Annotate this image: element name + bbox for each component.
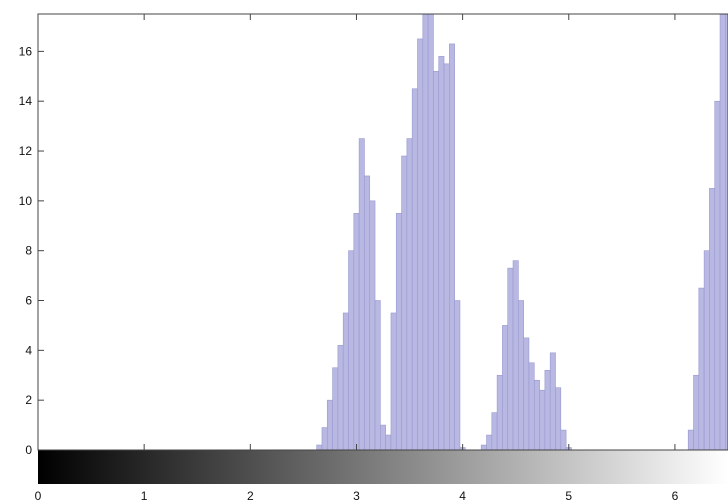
histogram-bar-39	[523, 337, 530, 451]
histogram-bar-7	[353, 213, 360, 451]
histogram-bar-0	[316, 444, 323, 451]
axes-frame	[37, 13, 728, 451]
histogram-bar-33	[491, 412, 498, 451]
x-tick-label-2: 2	[247, 489, 254, 503]
histogram-bar-36	[507, 267, 514, 451]
histogram-bar-22	[433, 71, 440, 451]
x-tick-label-6: 6	[672, 489, 679, 503]
y-tick-label-8: 16	[19, 44, 33, 58]
histogram-bar-5	[342, 312, 349, 451]
histogram-bar-2	[326, 399, 333, 451]
histogram-bar-44	[549, 352, 556, 451]
histogram-bar-26	[454, 300, 461, 451]
histogram-bar-25	[449, 43, 455, 451]
histogram-bar-40	[528, 362, 535, 451]
histogram-bar-32	[486, 434, 493, 451]
y-tick-label-5: 10	[19, 194, 33, 208]
histogram-bar-41	[533, 379, 540, 451]
histogram-bar-10	[369, 200, 376, 451]
histogram-tail-bar-4	[703, 250, 710, 451]
y-tick-label-4: 8	[25, 244, 32, 258]
histogram-bar-8	[358, 138, 365, 451]
histogram-bar-12	[380, 424, 386, 451]
x-tick-label-1: 1	[141, 489, 148, 503]
x-tick-label-5: 5	[565, 489, 572, 503]
bars-group	[316, 13, 728, 451]
grayscale-colorbar	[38, 450, 728, 484]
histogram-bar-35	[502, 325, 509, 451]
histogram-bar-13	[385, 434, 392, 451]
x-tick-label-3: 3	[353, 489, 360, 503]
histogram-tail-bar-5	[709, 188, 716, 451]
histogram-bar-42	[539, 389, 546, 451]
histogram-bar-46	[560, 429, 567, 451]
histogram-bar-24	[443, 63, 450, 451]
histogram-bar-3	[332, 367, 339, 451]
histogram-tail-bar-6	[714, 100, 721, 451]
y-tick-label-1: 2	[25, 393, 32, 407]
y-tick-label-6: 12	[19, 144, 33, 158]
histogram-bar-16	[401, 155, 408, 451]
histogram-bar-9	[364, 175, 371, 451]
y-tick-label-7: 14	[19, 94, 33, 108]
histogram-bar-15	[395, 213, 402, 451]
histogram-bar-20	[422, 13, 429, 451]
y-tick-label-0: 0	[25, 443, 32, 457]
histogram-bar-1	[321, 427, 328, 451]
histogram-bar-17	[406, 138, 413, 451]
histogram-bar-11	[374, 300, 381, 451]
histogram-bar-14	[390, 312, 397, 451]
histogram-bar-43	[544, 369, 551, 451]
histogram-tail-bar-7	[719, 13, 726, 451]
histogram-bar-34	[496, 374, 503, 451]
x-tick-label-0: 0	[35, 489, 42, 503]
histogram-bar-21	[427, 13, 434, 451]
histogram-bar-6	[348, 250, 355, 451]
histogram-bar-38	[518, 300, 524, 451]
histogram-tail-bar-1	[687, 429, 694, 451]
y-tick-label-2: 4	[25, 343, 32, 357]
histogram-bar-31	[480, 444, 487, 451]
histogram-bar-18	[411, 88, 418, 451]
histogram-tail-bar-3	[698, 287, 705, 451]
histogram-bar-37	[512, 260, 519, 451]
histogram-bar-19	[417, 38, 424, 451]
histogram-bar-4	[337, 345, 344, 451]
histogram-bar-45	[555, 387, 562, 451]
x-tick-label-4: 4	[459, 489, 466, 503]
plot-area	[38, 14, 728, 450]
y-tick-label-3: 6	[25, 294, 32, 308]
histogram-bar-23	[438, 56, 445, 451]
histogram-tail-bar-2	[693, 374, 700, 451]
